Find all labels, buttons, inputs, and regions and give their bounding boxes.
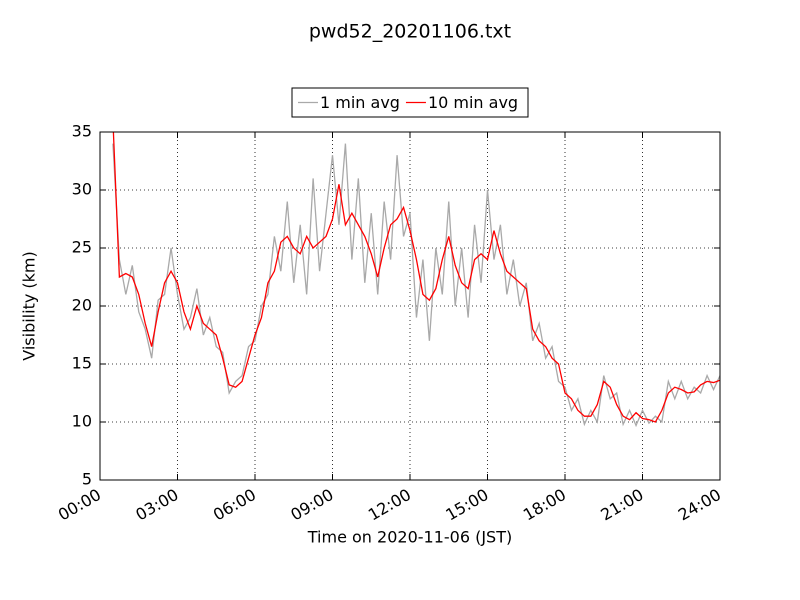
y-axis-label: Visibility (km) (20, 251, 39, 360)
line-series (112, 132, 720, 423)
y-tick-label: 35 (72, 122, 92, 141)
chart-title: pwd52_20201106.txt (309, 21, 511, 43)
y-tick-label: 5 (82, 470, 92, 489)
y-tick-label: 25 (72, 238, 92, 257)
plot-area (112, 132, 720, 428)
y-tick-label: 30 (72, 180, 92, 199)
y-tick-label: 10 (72, 412, 92, 431)
y-tick-label: 20 (72, 296, 92, 315)
legend-label: 10 min avg (428, 93, 518, 112)
y-tick-label: 15 (72, 354, 92, 373)
legend-label: 1 min avg (320, 93, 400, 112)
line-series (112, 143, 720, 428)
plot-frame (99, 131, 721, 481)
x-axis-label: Time on 2020-11-06 (JST) (307, 528, 512, 547)
legend: 1 min avg 10 min avg (291, 87, 529, 118)
